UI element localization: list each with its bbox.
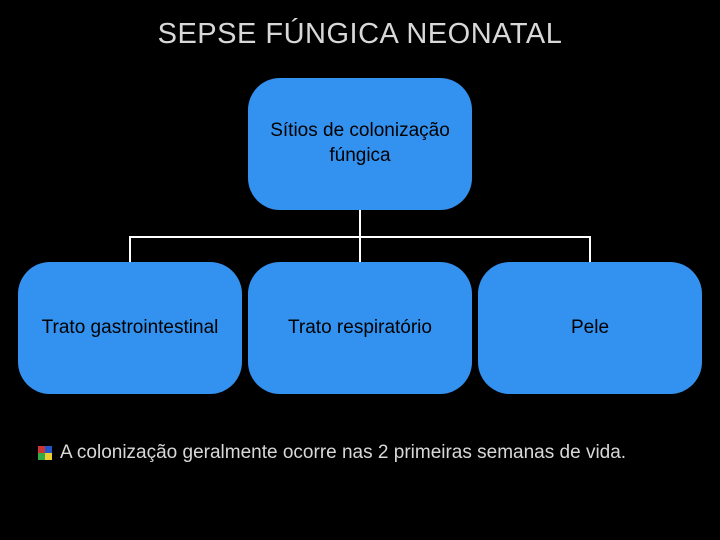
child-node-0: Trato gastrointestinal — [18, 262, 242, 394]
connector-child-1 — [359, 236, 361, 262]
bullet-icon — [38, 446, 52, 460]
child-node-1: Trato respiratório — [248, 262, 472, 394]
connector-root-drop — [359, 210, 361, 236]
connector-child-0 — [129, 236, 131, 262]
child-node-2-label: Pele — [571, 316, 609, 341]
connector-child-2 — [589, 236, 591, 262]
slide-title: SEPSE FÚNGICA NEONATAL — [0, 18, 720, 51]
child-node-1-label: Trato respiratório — [288, 316, 432, 341]
child-node-2: Pele — [478, 262, 702, 394]
root-node-label: Sítios de colonizaçãofúngica — [270, 119, 450, 168]
footer-text: A colonização geralmente ocorre nas 2 pr… — [60, 442, 626, 464]
root-node: Sítios de colonizaçãofúngica — [248, 78, 472, 210]
child-node-0-label: Trato gastrointestinal — [42, 316, 219, 341]
